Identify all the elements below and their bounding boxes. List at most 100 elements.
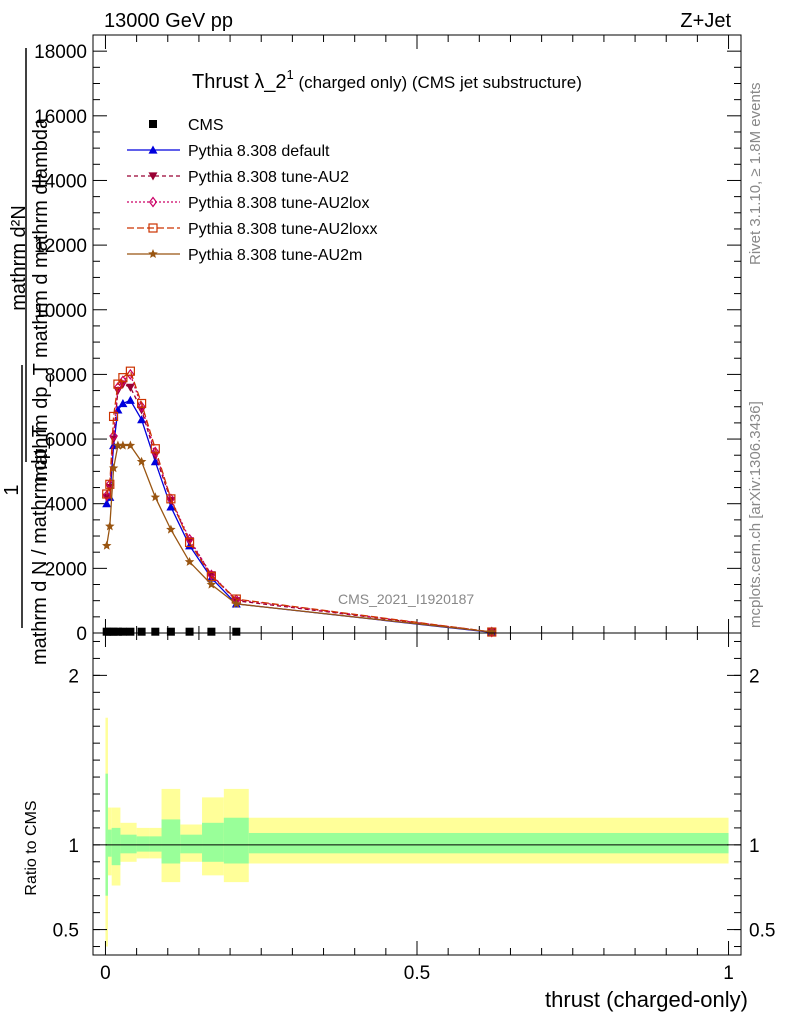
series-point — [108, 463, 119, 473]
main-y-axis-label: mathrm d²N mathrm dp_T mathrm d mathrm d… — [1, 48, 52, 665]
legend-label: Pythia 8.308 tune-AU2loxx — [188, 221, 377, 238]
series-point — [150, 492, 161, 502]
series-point — [185, 627, 194, 636]
series-point — [118, 373, 128, 383]
series-line — [106, 370, 492, 633]
series-point — [113, 440, 123, 450]
main-axis-ticks: 0 2000 4000 6000 8000 10000 12000 14000 16000 180… — [34, 35, 741, 645]
series-point — [102, 490, 111, 502]
ratio-y-tick-label-right: 2 — [749, 666, 760, 687]
main-y-tick-label: 12000 — [34, 236, 87, 257]
legend-entry: Pythia 8.308 tune-AU2loxx — [127, 221, 377, 238]
series-point — [105, 521, 115, 531]
series-point — [109, 430, 118, 442]
y-label-normalisation: mathrm d N / mathrm dp_T — [29, 425, 51, 665]
ratio-band-green — [223, 817, 249, 864]
ratio-band-green — [107, 829, 112, 857]
series-point — [118, 440, 128, 450]
series-point — [137, 415, 147, 424]
series-point — [109, 627, 118, 636]
main-y-tick-label: 8000 — [45, 365, 87, 386]
collision-label: 13000 GeV pp — [104, 10, 233, 32]
ratio-band-green — [120, 834, 137, 854]
ratio-band-green — [149, 836, 162, 852]
series-point — [166, 496, 176, 505]
main-y-tick-label: 14000 — [34, 171, 87, 192]
legend-marker — [148, 172, 158, 181]
series-point — [102, 489, 112, 499]
series-0 — [102, 627, 241, 636]
ratio-y-tick-label-right: 0.5 — [749, 921, 775, 942]
series-point — [125, 366, 135, 376]
series-point — [151, 446, 160, 458]
legend-entry: Pythia 8.308 tune-AU2m — [127, 247, 362, 264]
series-point — [166, 627, 175, 636]
ratio-band-green — [111, 827, 121, 866]
x-tick-label: 1 — [723, 963, 734, 984]
legend-marker — [148, 249, 158, 258]
x-tick-label: 0 — [100, 963, 111, 984]
series-point — [137, 398, 147, 409]
series-point — [125, 395, 135, 404]
main-y-tick-label: 0 — [76, 624, 87, 645]
series-point — [113, 627, 122, 636]
series-point — [166, 494, 176, 504]
series-point — [137, 627, 146, 636]
legend-marker — [148, 223, 158, 233]
ratio-y-axis-label: Ratio to CMS — [23, 800, 40, 895]
series-point — [118, 398, 128, 408]
series-point — [118, 375, 128, 387]
series-point — [166, 502, 176, 511]
plot-title-rest: (charged only) (CMS jet substructure) — [294, 73, 582, 92]
process-label: Z+Jet — [680, 10, 731, 32]
series-point — [108, 411, 119, 422]
y-label-denominator: mathrm dp_T mathrm d mathrm dlambda — [30, 117, 52, 482]
legend-marker — [149, 120, 157, 128]
main-series-group — [102, 366, 497, 638]
x-tick-label: 0.5 — [404, 963, 430, 984]
series-point — [185, 537, 195, 546]
series-line — [106, 373, 492, 633]
x-axis-label: thrust (charged-only) — [545, 987, 748, 1012]
legend-entry: CMS — [149, 117, 224, 134]
legend-marker — [148, 196, 158, 208]
legend-entry: Pythia 8.308 tune-AU2 — [127, 169, 349, 186]
ratio-y-tick-label: 1 — [68, 836, 79, 857]
series-point — [231, 598, 242, 608]
ratio-band-green — [202, 822, 224, 862]
series-point — [150, 444, 160, 454]
y-label-one: 1 — [1, 484, 23, 495]
series-point — [113, 381, 123, 393]
plot-title-superscript: 1 — [286, 67, 293, 82]
series-point — [102, 499, 112, 508]
ratio-y-tick-label: 0.5 — [53, 921, 79, 942]
ratio-bands — [105, 717, 729, 947]
series-point — [126, 627, 135, 636]
series-point — [136, 456, 147, 466]
main-y-tick-label: 18000 — [34, 42, 87, 63]
mcplots-label: mcplots.cern.ch [arXiv:1306.3436] — [747, 401, 764, 628]
series-point — [105, 479, 115, 489]
y-label-numerator: mathrm d²N — [8, 205, 30, 311]
series-point — [206, 579, 217, 589]
series-point — [166, 524, 176, 534]
plot-title: Thrust λ_21 (charged only) (CMS jet subs… — [192, 67, 582, 93]
ratio-y-tick-label-right: 1 — [749, 836, 760, 857]
ratio-band-green — [180, 834, 203, 854]
series-5 — [102, 440, 497, 637]
series-point — [102, 540, 112, 550]
main-y-tick-label: 4000 — [45, 495, 87, 516]
legend: CMS Pythia 8.308 default Pythia 8.308 tune… — [127, 117, 377, 264]
ratio-y-tick-label: 2 — [68, 666, 79, 687]
series-point — [125, 440, 136, 450]
legend-label: Pythia 8.308 default — [188, 143, 330, 160]
series-point — [184, 537, 195, 548]
series-point — [151, 627, 160, 636]
main-y-tick-label: 10000 — [34, 301, 87, 322]
legend-label: Pythia 8.308 tune-AU2 — [188, 169, 349, 186]
series-point — [118, 627, 127, 636]
ratio-axis-ticks: 0.5 0.5 1 1 2 2 0 0.5 1 — [53, 633, 775, 984]
legend-label: CMS — [188, 117, 224, 134]
ratio-plot-frame — [92, 632, 742, 956]
